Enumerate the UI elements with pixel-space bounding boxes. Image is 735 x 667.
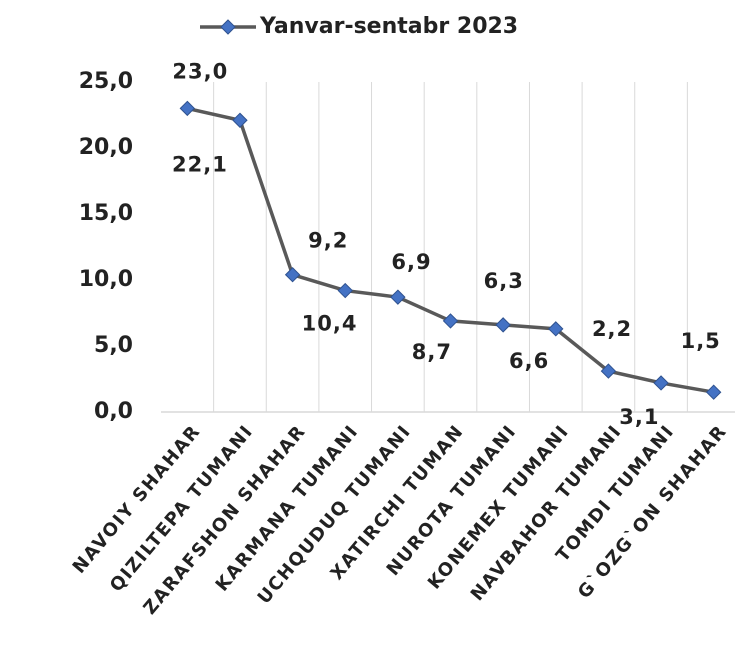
chart: 0,05,010,015,020,025,0NAVOIY SHAHARQIZIL…	[0, 0, 735, 667]
data-label: 6,3	[484, 269, 524, 293]
point-marker	[444, 314, 458, 328]
point-marker	[496, 318, 510, 332]
data-label: 9,2	[308, 229, 348, 253]
point-marker	[338, 284, 352, 298]
data-label: 6,9	[391, 250, 431, 274]
legend-label: Yanvar-sentabr 2023	[259, 14, 518, 39]
data-label: 6,6	[509, 349, 549, 373]
legend-marker	[221, 20, 235, 34]
data-label: 23,0	[172, 59, 228, 83]
point-marker	[286, 268, 300, 282]
y-tick-label: 25,0	[79, 69, 133, 94]
data-label: 1,5	[681, 329, 721, 353]
data-label: 2,2	[592, 317, 632, 341]
data-label: 8,7	[412, 340, 452, 364]
point-marker	[391, 290, 405, 304]
y-tick-label: 20,0	[79, 135, 133, 160]
data-label: 3,1	[619, 405, 659, 429]
y-tick-label: 5,0	[94, 333, 133, 358]
y-tick-label: 0,0	[94, 399, 133, 424]
point-marker	[707, 385, 721, 399]
point-marker	[654, 376, 668, 390]
y-tick-label: 15,0	[79, 201, 133, 226]
data-label: 22,1	[172, 152, 228, 176]
point-marker	[233, 113, 247, 127]
y-tick-label: 10,0	[79, 267, 133, 292]
data-label: 10,4	[302, 312, 358, 336]
point-marker	[180, 101, 194, 115]
